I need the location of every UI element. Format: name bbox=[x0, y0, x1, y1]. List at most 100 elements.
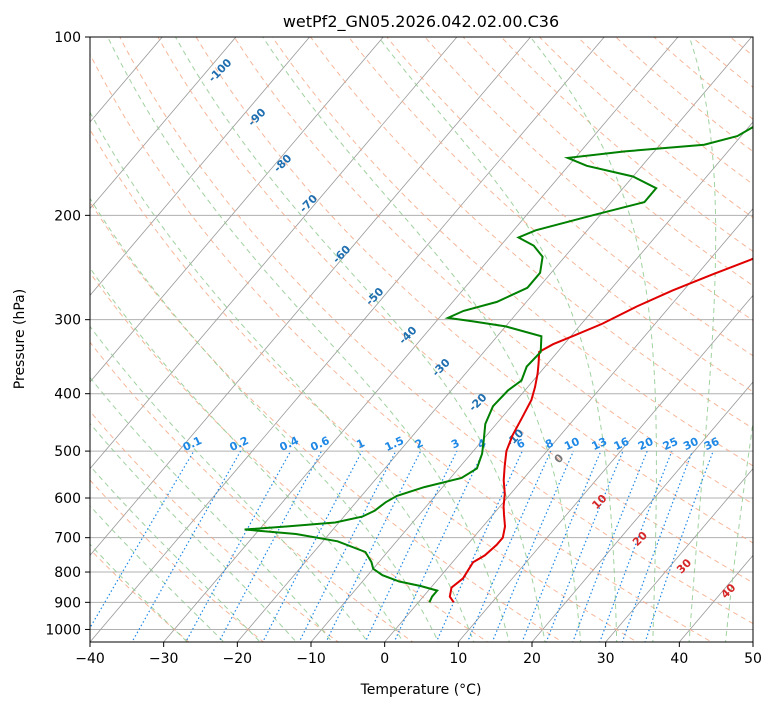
moist-adiabat-label: -70 bbox=[297, 192, 320, 215]
temperature-profile-line bbox=[448, 257, 753, 603]
y-axis-title: Pressure (hPa) bbox=[12, 289, 28, 389]
dry-adiabat bbox=[691, 37, 753, 88]
moist-adiabat-label: 40 bbox=[718, 581, 738, 601]
mixing-ratio-label: 20 bbox=[636, 435, 656, 453]
plot-area: 0.1 0.2 0.4 0.6 1 1.5 2 3 4 6 8 10 13 16 20 25 30 36-100-… bbox=[90, 37, 775, 654]
y-tick-label: 400 bbox=[54, 387, 81, 403]
dry-adiabat bbox=[576, 37, 753, 185]
isotherm-line bbox=[457, 294, 753, 642]
mixing-ratio-line bbox=[218, 450, 323, 642]
dry-adiabat bbox=[90, 201, 564, 642]
x-axis-title: Temperature (°C) bbox=[360, 682, 482, 698]
mixing-ratio-label: 2 bbox=[413, 436, 425, 451]
x-tick-label: −10 bbox=[296, 651, 326, 667]
dry-adiabat bbox=[500, 37, 753, 253]
moist-adiabat bbox=[90, 111, 475, 642]
dry-adiabat bbox=[271, 37, 753, 467]
dry-adiabat bbox=[90, 548, 190, 642]
mixing-ratio-line bbox=[262, 450, 363, 642]
plot-frame bbox=[89, 36, 754, 643]
y-tick-label: 600 bbox=[54, 491, 81, 507]
mixing-ratio-label: 25 bbox=[661, 435, 680, 453]
isotherm-line bbox=[90, 37, 458, 470]
mixing-ratio-line bbox=[491, 450, 575, 642]
dry-adiabat bbox=[729, 37, 753, 57]
mixing-ratio-label: 36 bbox=[702, 435, 722, 453]
moist-adiabat-label: 10 bbox=[589, 492, 609, 512]
x-tick-label: −30 bbox=[149, 651, 179, 667]
dry-adiabat bbox=[233, 37, 753, 505]
dry-adiabat bbox=[195, 37, 753, 544]
dry-adiabat bbox=[538, 37, 753, 219]
moist-adiabat bbox=[90, 197, 440, 642]
moist-adiabat bbox=[90, 325, 369, 642]
x-tick-label: 0 bbox=[380, 651, 389, 667]
mixing-ratio-line bbox=[545, 450, 624, 642]
mixing-ratio-line bbox=[90, 450, 195, 629]
isotherm-line bbox=[531, 381, 753, 642]
y-tick-label: 900 bbox=[54, 595, 81, 611]
x-tick-label: 20 bbox=[523, 651, 541, 667]
moist-adiabat-label: 0 bbox=[552, 451, 567, 466]
moist-adiabat bbox=[90, 505, 225, 642]
dry-adiabat bbox=[90, 53, 713, 642]
moist-adiabat bbox=[90, 465, 261, 642]
isotherm-line bbox=[90, 37, 532, 556]
isotherm-line bbox=[752, 641, 753, 642]
moist-adiabat-label: -50 bbox=[363, 285, 386, 308]
dewpoint-profile-line bbox=[244, 125, 753, 603]
mixing-ratio-label: 1 bbox=[354, 436, 366, 451]
dry-adiabat bbox=[157, 37, 753, 584]
isotherm-line bbox=[605, 468, 753, 642]
isotherm-line bbox=[90, 37, 237, 210]
mixing-ratio-line bbox=[572, 450, 648, 642]
y-tick-label: 700 bbox=[54, 531, 81, 547]
moist-adiabat bbox=[90, 422, 297, 642]
mixing-ratio-line bbox=[131, 450, 242, 642]
isotherm-line bbox=[90, 37, 384, 383]
mixing-ratio-line bbox=[599, 450, 673, 642]
dry-adiabat bbox=[424, 37, 753, 321]
y-tick-label: 500 bbox=[54, 444, 81, 460]
y-tick-label: 200 bbox=[54, 208, 81, 224]
axes: −40 −30 −20 −10 0 10 20 30 40 5010020030040050060… bbox=[45, 30, 762, 667]
moist-adiabat bbox=[378, 37, 618, 642]
dry-adiabat bbox=[653, 37, 753, 120]
mixing-ratio-line bbox=[325, 450, 422, 642]
mixing-ratio-line bbox=[185, 450, 292, 642]
isotherm-line bbox=[236, 37, 753, 642]
mixing-ratio-label: 13 bbox=[590, 435, 609, 453]
x-tick-label: 10 bbox=[449, 651, 467, 667]
mixing-ratio-line bbox=[393, 450, 484, 642]
mixing-ratio-line bbox=[435, 450, 523, 642]
dry-adiabat bbox=[348, 37, 753, 393]
y-tick-label: 1000 bbox=[45, 622, 81, 638]
moist-adiabat bbox=[262, 37, 582, 642]
isotherm-line bbox=[310, 121, 753, 642]
chart-title: wetPf2_GN05.2026.042.02.00.C36 bbox=[283, 12, 559, 32]
moist-adiabat-label: -60 bbox=[330, 242, 353, 265]
moist-adiabat bbox=[530, 37, 657, 642]
y-tick-label: 800 bbox=[54, 565, 81, 581]
dry-adiabat bbox=[309, 37, 753, 430]
x-tick-label: −40 bbox=[75, 651, 105, 667]
y-tick-label: 300 bbox=[54, 313, 81, 329]
mixing-ratio-line bbox=[521, 450, 602, 642]
dry-adiabat bbox=[90, 410, 340, 642]
moist-adiabat-label: -20 bbox=[466, 391, 489, 414]
moist-adiabat bbox=[90, 267, 404, 642]
mixing-ratio-line bbox=[364, 450, 458, 642]
moist-adiabat-label: -30 bbox=[430, 356, 453, 379]
mixing-ratio-label: 30 bbox=[681, 435, 701, 453]
moist-adiabat-label: 30 bbox=[674, 556, 694, 576]
isotherm-line bbox=[90, 37, 311, 296]
moist-adiabat bbox=[761, 37, 775, 654]
x-tick-label: 30 bbox=[597, 651, 615, 667]
dry-adiabat bbox=[90, 341, 414, 642]
mixing-ratio-line bbox=[466, 450, 552, 642]
mixing-ratio-label: 10 bbox=[562, 435, 582, 453]
moist-adiabat bbox=[90, 376, 333, 642]
dry-adiabat bbox=[90, 479, 265, 642]
isotherm-line bbox=[90, 37, 605, 642]
